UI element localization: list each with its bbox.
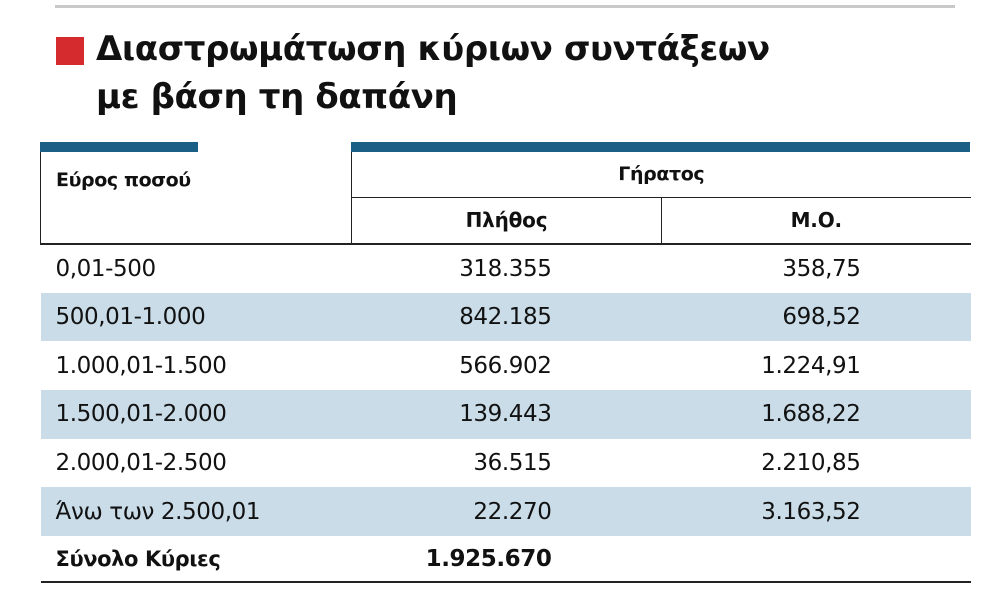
page-title-line-2: με βάση τη δαπάνη	[96, 77, 458, 117]
page-title: Διαστρωμάτωση κύριων συντάξεων με βάση τ…	[96, 25, 770, 121]
cell-range: 1.000,01-1.500	[55, 352, 227, 379]
table-row: 1.000,01-1.500 566.902 1.224,91	[41, 341, 971, 390]
top-rule	[55, 5, 955, 8]
page-title-line-1: Διαστρωμάτωση κύριων συντάξεων	[96, 29, 770, 69]
cell-range: 2.000,01-2.500	[55, 450, 227, 477]
total-average-empty	[661, 536, 971, 584]
cell-count: 22.270	[351, 487, 662, 537]
column-header-range: Εύρος ποσού	[40, 152, 352, 245]
title-marker-square	[56, 37, 84, 65]
total-count: 1.925.670	[351, 536, 662, 584]
cell-count: 842.185	[351, 292, 662, 342]
total-label: Σύνολο Κύριες	[40, 536, 352, 584]
table-row: 1.500,01-2.000 139.443 1.688,22	[40, 390, 971, 439]
cell-range: Άνω των 2.500,01	[40, 487, 352, 537]
pension-distribution-table: Εύρος ποσού Γήρατος Πλήθος Μ.Ο. 0,01-500…	[40, 152, 971, 584]
column-header-average: Μ.Ο.	[661, 197, 971, 245]
table-header-row-sub: Πλήθος Μ.Ο.	[41, 197, 971, 245]
table-row: 2.000,01-2.500 36.515 2.210,85	[41, 439, 971, 488]
table-row: 0,01-500 318.355 358,75	[41, 244, 971, 293]
column-group-header-old-age: Γήρατος	[351, 152, 971, 198]
cell-range: 0,01-500	[55, 255, 157, 282]
cell-average: 2.210,85	[761, 450, 861, 477]
cell-count: 36.515	[473, 450, 552, 477]
header-accent-bar-right	[351, 142, 970, 152]
cell-range: 1.500,01-2.000	[40, 390, 352, 439]
table-row: 500,01-1.000 842.185 698,52	[40, 292, 971, 342]
header-accent-bar-left	[40, 142, 198, 152]
cell-average: 3.163,52	[661, 487, 971, 537]
cell-average: 1.688,22	[661, 390, 971, 439]
column-header-count: Πλήθος	[351, 197, 662, 245]
cell-count: 139.443	[351, 390, 662, 439]
cell-average: 1.224,91	[761, 352, 861, 379]
cell-count: 566.902	[459, 352, 552, 379]
cell-average: 698,52	[661, 292, 971, 342]
table-header-row-group: Εύρος ποσού Γήρατος	[40, 152, 971, 245]
cell-range: 500,01-1.000	[40, 292, 352, 342]
cell-count: 318.355	[459, 255, 552, 282]
table-row: Άνω των 2.500,01 22.270 3.163,52	[40, 487, 971, 537]
table-total-row: Σύνολο Κύριες 1.925.670	[40, 536, 971, 584]
cell-average: 358,75	[782, 255, 861, 282]
